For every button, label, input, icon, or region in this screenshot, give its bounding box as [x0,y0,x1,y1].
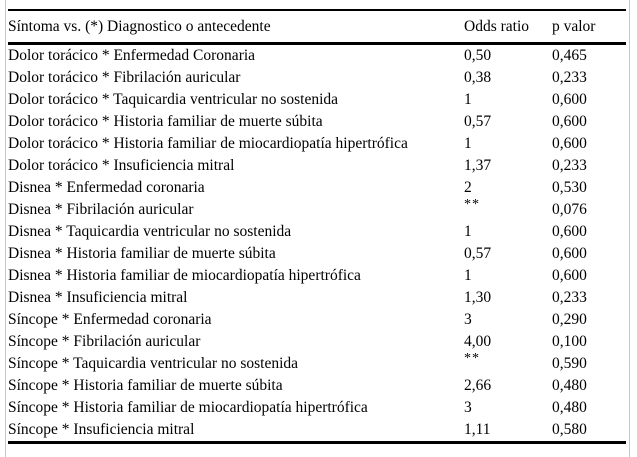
odds-ratio-cell: 2 [464,177,552,199]
p-value-cell: 0,580 [552,421,587,438]
odds-ratio-value: 1 [464,91,472,108]
p-value-cell: 0,600 [552,113,587,130]
odds-ratio-cell: 2,66 [464,375,552,397]
p-value-cell: 0,480 [552,399,587,416]
odds-ratio-value: 1 [464,223,472,240]
odds-ratio-value: 1 [464,135,472,152]
p-value-cell: 0,600 [552,135,587,152]
symptom-diagnosis-cell: Síncope * Enfermedad coronaria [8,311,212,328]
odds-ratio-value: 2 [464,179,472,196]
symptom-diagnosis-cell: Disnea * Historia familiar de muerte súb… [8,245,276,262]
odds-ratio-value: 0,50 [464,47,492,64]
p-value-cell: 0,290 [552,311,587,328]
odds-ratio-value: 2,66 [464,377,492,394]
table-row: Síncope * Enfermedad coronaria 3 0,290 [8,309,626,331]
left-edge-line [5,0,6,457]
odds-ratio-value: 4,00 [464,333,492,350]
table-row: Dolor torácico * Insuficiencia mitral 1,… [8,155,626,177]
symptom-diagnosis-cell: Dolor torácico * Historia familiar de mi… [8,135,408,152]
odds-ratio-value: 1,37 [464,157,492,174]
odds-ratio-cell: 0,38 [464,67,552,89]
odds-ratio-cell: 0,57 [464,243,552,265]
table-row: Disnea * Enfermedad coronaria 2 0,530 [8,177,626,199]
odds-ratio-cell: 1,11 [464,419,552,443]
right-edge-line [629,0,630,457]
table-row: Síncope * Historia familiar de miocardio… [8,397,626,419]
table-header-row: Síntoma vs. (*) Diagnostico o antecedent… [8,10,626,45]
odds-ratio-cell: ** [464,353,552,375]
p-value-cell: 0,600 [552,223,587,240]
table-row: Disnea * Insuficiencia mitral 1,30 0,233 [8,287,626,309]
symptom-diagnosis-cell: Disnea * Taquicardia ventricular no sost… [8,223,292,240]
odds-ratio-cell: 1 [464,89,552,111]
odds-ratio-cell: 1,30 [464,287,552,309]
odds-ratio-cell: 3 [464,397,552,419]
odds-ratio-value: ** [464,353,480,366]
odds-ratio-cell: ** [464,199,552,221]
odds-ratio-cell: 1 [464,221,552,243]
odds-ratio-cell: 1 [464,133,552,155]
odds-ratio-value: 1 [464,267,472,284]
table-row: Dolor torácico * Historia familiar de mu… [8,111,626,133]
p-value-cell: 0,100 [552,333,587,350]
odds-ratio-cell: 3 [464,309,552,331]
table-row: Disnea * Fibrilación auricular ** 0,076 [8,199,626,221]
odds-ratio-value: 3 [464,311,472,328]
odds-ratio-value: 0,57 [464,113,492,130]
header-symptom-diagnosis: Síntoma vs. (*) Diagnostico o antecedent… [8,10,464,45]
table-row: Disnea * Historia familiar de miocardiop… [8,265,626,287]
table-row: Dolor torácico * Historia familiar de mi… [8,133,626,155]
symptom-diagnosis-cell: Síncope * Taquicardia ventricular no sos… [8,355,299,372]
p-value-cell: 0,480 [552,377,587,394]
symptom-diagnosis-cell: Síncope * Fibrilación auricular [8,333,201,350]
symptom-diagnosis-cell: Dolor torácico * Fibrilación auricular [8,69,241,86]
symptom-diagnosis-cell: Síncope * Historia familiar de muerte sú… [8,377,283,394]
odds-ratio-cell: 1 [464,265,552,287]
p-value-cell: 0,600 [552,91,587,108]
symptom-diagnosis-cell: Disnea * Insuficiencia mitral [8,289,188,306]
odds-ratio-value: 3 [464,399,472,416]
odds-ratio-cell: 1,37 [464,155,552,177]
odds-ratio-value: 0,38 [464,69,492,86]
symptom-diagnosis-cell: Dolor torácico * Historia familiar de mu… [8,113,323,130]
header-odds-ratio: Odds ratio [464,10,552,45]
p-value-cell: 0,600 [552,245,587,262]
odds-ratio-value: ** [464,199,480,212]
table-row: Síncope * Insuficiencia mitral 1,11 0,58… [8,419,626,443]
odds-ratio-value: 1,11 [464,421,491,438]
odds-ratio-table: Síntoma vs. (*) Diagnostico o antecedent… [8,9,626,444]
p-value-cell: 0,590 [552,355,587,372]
symptom-diagnosis-cell: Dolor torácico * Enfermedad Coronaria [8,47,256,64]
header-p-value: p valor [552,10,626,45]
odds-ratio-cell: 0,57 [464,111,552,133]
p-value-cell: 0,233 [552,289,587,306]
table-body: Dolor torácico * Enfermedad Coronaria 0,… [8,44,626,443]
odds-ratio-cell: 0,50 [464,44,552,68]
table-row: Síncope * Fibrilación auricular 4,00 0,1… [8,331,626,353]
symptom-diagnosis-cell: Dolor torácico * Insuficiencia mitral [8,157,235,174]
symptom-diagnosis-cell: Disnea * Enfermedad coronaria [8,179,205,196]
table-row: Síncope * Historia familiar de muerte sú… [8,375,626,397]
p-value-cell: 0,465 [552,47,587,64]
table-row: Disnea * Historia familiar de muerte súb… [8,243,626,265]
table-row: Dolor torácico * Taquicardia ventricular… [8,89,626,111]
table-row: Disnea * Taquicardia ventricular no sost… [8,221,626,243]
table-row: Dolor torácico * Fibrilación auricular 0… [8,67,626,89]
p-value-cell: 0,530 [552,179,587,196]
p-value-cell: 0,600 [552,267,587,284]
table-row: Síncope * Taquicardia ventricular no sos… [8,353,626,375]
symptom-diagnosis-cell: Síncope * Insuficiencia mitral [8,421,195,438]
p-value-cell: 0,076 [552,201,587,218]
symptom-diagnosis-cell: Disnea * Historia familiar de miocardiop… [8,267,361,284]
table-row: Dolor torácico * Enfermedad Coronaria 0,… [8,44,626,68]
p-value-cell: 0,233 [552,157,587,174]
symptom-diagnosis-cell: Síncope * Historia familiar de miocardio… [8,399,368,416]
odds-ratio-value: 0,57 [464,245,492,262]
odds-ratio-cell: 4,00 [464,331,552,353]
odds-ratio-value: 1,30 [464,289,492,306]
symptom-diagnosis-cell: Dolor torácico * Taquicardia ventricular… [8,91,339,108]
symptom-diagnosis-cell: Disnea * Fibrilación auricular [8,201,194,218]
p-value-cell: 0,233 [552,69,587,86]
